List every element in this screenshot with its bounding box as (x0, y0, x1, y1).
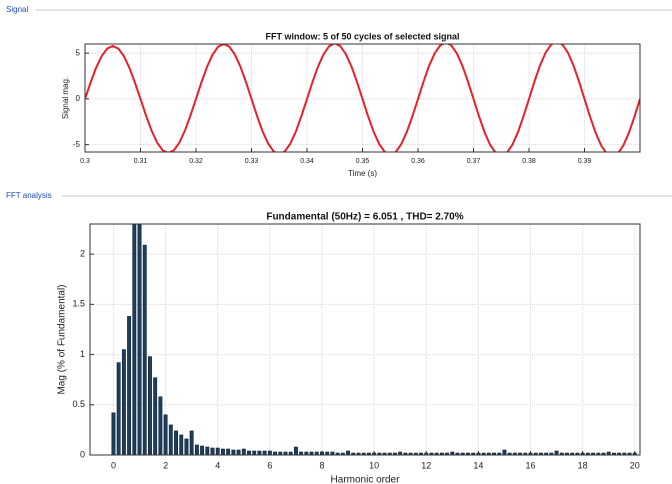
bar (184, 438, 189, 455)
chart-title: Fundamental (50Hz) = 6.051 , THD= 2.70% (266, 212, 463, 223)
bar (241, 448, 246, 455)
x-axis-label: Harmonic order (331, 475, 401, 484)
bar (200, 445, 205, 455)
bar (121, 349, 126, 455)
bar (163, 414, 168, 455)
bar (257, 450, 262, 455)
bar (210, 447, 215, 455)
y-tick-label: 1 (80, 349, 85, 359)
bar (309, 451, 314, 455)
bar (231, 449, 236, 455)
x-tick-label: 10 (369, 460, 379, 470)
panel-label: Signal (6, 5, 28, 14)
bar (111, 412, 116, 455)
x-tick-label: 0.3 (80, 158, 90, 165)
bar (142, 244, 147, 455)
bar (153, 377, 158, 455)
y-tick-label: 5 (76, 48, 81, 57)
x-tick-label: 8 (319, 460, 324, 470)
axes-frame (84, 43, 641, 153)
y-tick-label: 0.5 (72, 399, 85, 409)
bar (325, 451, 330, 455)
series-group (85, 44, 640, 152)
x-tick-label: 0.32 (189, 158, 203, 165)
bar (116, 362, 121, 455)
bar (168, 424, 173, 455)
bar (252, 450, 257, 455)
x-tick-label: 2 (163, 460, 168, 470)
bar (132, 224, 137, 455)
bar (346, 450, 351, 455)
plots: 0.3 0.31 0.32 0.33 0.34 0.35 0.36 0.37 0.38 0.39 -… (57, 31, 641, 484)
bar (288, 451, 293, 455)
axes-frame (89, 223, 641, 456)
x-tick-label: 0.38 (522, 158, 536, 165)
signal-line (85, 44, 640, 152)
x-tick-label: 0.35 (356, 158, 370, 165)
x-tick-label: 0.31 (134, 158, 148, 165)
x-tick-label: 20 (630, 460, 640, 470)
plot-area (90, 224, 640, 455)
y-tick-label: -5 (73, 140, 81, 149)
x-tick-label: 0.36 (411, 158, 425, 165)
bar (554, 450, 559, 455)
bar (304, 451, 309, 455)
x-tick-label: 0.39 (578, 158, 592, 165)
bar (283, 451, 288, 455)
x-tick-label: 0.33 (245, 158, 259, 165)
bar (293, 446, 298, 455)
bar (247, 450, 251, 455)
bar (273, 451, 278, 455)
x-tick-label: 14 (473, 460, 483, 470)
bar (174, 430, 178, 455)
bar (189, 430, 194, 455)
x-tick-label: 4 (215, 460, 220, 470)
bar (299, 451, 304, 455)
x-tick-label: 0.37 (467, 158, 481, 165)
bar (314, 451, 319, 455)
y-tick-label: 1.5 (72, 299, 85, 309)
bar (236, 449, 241, 455)
bar (320, 451, 324, 455)
x-tick-label: 12 (421, 460, 431, 470)
chart-title: FFT window: 5 of 50 cycles of selected s… (265, 31, 459, 41)
bar (398, 451, 403, 455)
bar (226, 448, 231, 455)
y-tick-label: 0 (76, 94, 81, 103)
bar (267, 450, 272, 455)
x-tick-label: 0.34 (300, 158, 314, 165)
bar (502, 449, 507, 455)
bar (158, 396, 163, 455)
x-tick-label: 0 (111, 460, 116, 470)
x-tick-label: 18 (578, 460, 588, 470)
x-tick-label: 16 (526, 460, 536, 470)
y-tick-label: 2 (80, 249, 85, 259)
bar (262, 450, 267, 455)
bar (278, 451, 283, 455)
panel-label: FFT analysis (6, 191, 52, 200)
bar (205, 446, 210, 455)
bar (194, 444, 199, 455)
bar (450, 451, 455, 455)
bar (606, 451, 611, 455)
bar (330, 451, 335, 455)
y-axis-label: Mag (% of Fundamental) (57, 284, 68, 394)
y-axis-label: Signal mag. (61, 77, 70, 119)
bar (148, 356, 152, 455)
bar (215, 447, 220, 455)
x-tick-label: 6 (267, 460, 272, 470)
bar (127, 316, 132, 455)
y-tick-label: 0 (80, 449, 85, 459)
bar (220, 448, 225, 455)
bar (137, 224, 142, 455)
series-group (111, 224, 637, 455)
x-axis-label: Time (s) (348, 169, 377, 178)
bar (179, 434, 184, 455)
